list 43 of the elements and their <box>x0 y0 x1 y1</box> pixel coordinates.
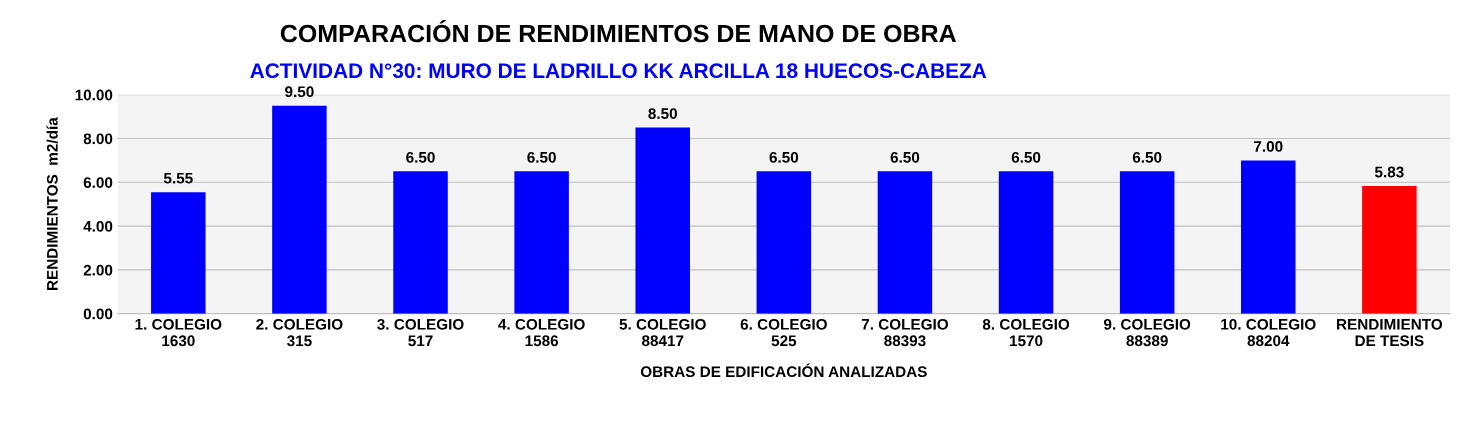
data-label: 5.83 <box>1374 166 1404 178</box>
bar <box>1241 160 1296 314</box>
data-label: 7.00 <box>1254 141 1283 152</box>
x-tick-label: 9. COLEGIO 88389 <box>1103 318 1191 347</box>
chart-subtitle: ACTIVIDAD N°30: MURO DE LADRILLO KK ARCILLA 18 HUECOS-CABEZA <box>250 63 987 79</box>
x-tick-label: 5. COLEGIO 88417 <box>619 318 706 347</box>
data-label: 8.50 <box>648 108 677 119</box>
x-tick-label: RENDIMIENTO DE TESIS <box>1337 318 1443 347</box>
bar <box>635 127 690 314</box>
bar <box>272 105 327 314</box>
bar <box>877 171 933 314</box>
bar <box>393 171 448 314</box>
y-tick-label: 6.00 <box>83 177 113 188</box>
x-axis-title: OBRAS DE EDIFICACIÓN ANALIZADAS <box>640 363 927 378</box>
x-tick-label: 8. COLEGIO 1570 <box>982 318 1070 347</box>
data-label: 6.50 <box>1011 151 1041 163</box>
data-label: 6.50 <box>527 151 556 163</box>
data-label: 5.55 <box>163 172 193 184</box>
bar <box>1119 171 1175 314</box>
bar <box>514 171 569 314</box>
bar <box>998 171 1054 314</box>
bar <box>1362 186 1417 314</box>
y-tick-label: 0.00 <box>83 308 113 320</box>
x-tick-label: 1. COLEGIO 1630 <box>135 318 222 347</box>
x-tick-label: 2. COLEGIO 315 <box>256 318 343 347</box>
y-axis-title: RENDIMIENTOS m2/día <box>46 117 58 291</box>
data-label: 6.50 <box>406 151 435 163</box>
data-label: 6.50 <box>890 151 920 163</box>
x-tick-label: 3. COLEGIO 517 <box>377 318 464 347</box>
data-label: 6.50 <box>1132 151 1162 163</box>
x-tick-label: 6. COLEGIO 525 <box>740 318 827 347</box>
x-tick-label: 10. COLEGIO 88204 <box>1221 318 1316 347</box>
x-tick-label: 7. COLEGIO 88393 <box>861 318 949 347</box>
y-tick-label: 10.00 <box>75 89 113 101</box>
data-label: 9.50 <box>285 86 314 98</box>
bar <box>151 192 206 314</box>
y-tick-label: 2.00 <box>83 264 113 276</box>
y-tick-label: 4.00 <box>83 220 113 232</box>
y-tick-label: 8.00 <box>83 133 113 145</box>
data-label: 6.50 <box>769 151 799 163</box>
bar <box>756 171 812 314</box>
x-tick-label: 4. COLEGIO 1586 <box>498 318 585 347</box>
chart-title: COMPARACIÓN DE RENDIMIENTOS DE MANO DE OBRA <box>280 19 957 43</box>
